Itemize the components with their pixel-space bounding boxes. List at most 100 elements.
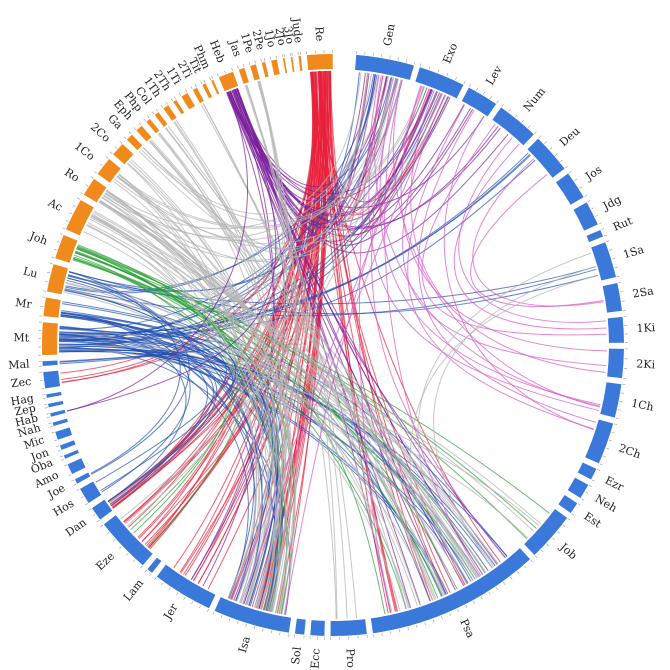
tick-hos [85, 503, 88, 506]
book-arc-eze[interactable] [103, 515, 153, 566]
book-label-num: Num [521, 84, 549, 114]
book-arc-2ti[interactable] [192, 87, 204, 104]
book-arc-1pe[interactable] [250, 64, 260, 81]
book-arc-2ch[interactable] [585, 419, 614, 464]
book-arc-2th[interactable] [173, 99, 185, 115]
tick-deu [565, 165, 568, 169]
tick-psa [517, 571, 520, 574]
book-arc-hag[interactable] [46, 391, 62, 398]
book-arc-eph[interactable] [136, 125, 152, 142]
book-arc-mr[interactable] [43, 297, 61, 318]
book-arc-pro[interactable] [330, 619, 367, 636]
book-arc-1ki[interactable] [607, 316, 624, 343]
book-arc-sol[interactable] [294, 618, 306, 635]
tick-1sa [616, 275, 620, 278]
book-arc-jdg[interactable] [573, 202, 598, 231]
book-arc-mt[interactable] [42, 322, 58, 356]
book-arc-1sa[interactable] [591, 242, 616, 281]
book-arc-lu[interactable] [46, 264, 68, 295]
book-arc-2pe[interactable] [261, 62, 269, 78]
book-arc-jas[interactable] [238, 67, 249, 84]
tick-psa [523, 565, 527, 569]
book-arc-deu[interactable] [527, 138, 565, 178]
tick-2ch [599, 463, 603, 466]
link-heb-lev [229, 90, 485, 209]
book-arc-mal[interactable] [42, 360, 58, 366]
book-arc-phm[interactable] [211, 79, 220, 95]
book-arc-est[interactable] [558, 495, 578, 513]
book-arc-joe[interactable] [74, 472, 91, 484]
book-label-nah: Nah [16, 421, 42, 440]
book-arc-3jo[interactable] [290, 56, 295, 72]
book-arc-ezr[interactable] [577, 462, 597, 480]
book-arc-2sa[interactable] [602, 282, 622, 313]
book-arc-amo[interactable] [67, 458, 86, 474]
book-arc-1jo[interactable] [271, 59, 280, 76]
book-arc-1ch[interactable] [600, 382, 622, 418]
book-arc-jude[interactable] [298, 55, 303, 71]
book-arc-re[interactable] [306, 54, 333, 71]
book-arc-jos[interactable] [555, 173, 584, 205]
book-label-mic: Mic [22, 433, 46, 452]
tick-deu [549, 147, 553, 150]
book-arc-col[interactable] [154, 112, 168, 127]
book-arc-php[interactable] [146, 118, 160, 134]
tick-deu [544, 141, 547, 144]
book-arc-zec[interactable] [43, 370, 61, 389]
link-lu-joe [67, 277, 190, 475]
book-arc-zep[interactable] [48, 400, 64, 408]
link-1pe-isa [257, 81, 299, 615]
book-arc-lev[interactable] [461, 87, 497, 117]
tick-exo [463, 81, 466, 85]
link-heb-lev [228, 91, 465, 231]
book-arc-psa[interactable] [370, 548, 531, 634]
book-arc-ga[interactable] [126, 134, 143, 151]
book-arc-rut[interactable] [586, 230, 604, 243]
book-arc-2jo[interactable] [282, 58, 288, 74]
tick-nah [49, 426, 53, 428]
book-arc-gen[interactable] [355, 54, 414, 80]
book-arc-num[interactable] [492, 107, 534, 146]
tick-nah [48, 422, 52, 424]
book-arc-2ki[interactable] [607, 348, 624, 379]
book-arc-hab[interactable] [50, 409, 66, 417]
book-arc-job[interactable] [524, 508, 568, 555]
book-arc-oba[interactable] [63, 449, 79, 459]
book-arc-dan[interactable] [91, 499, 113, 520]
book-arc-ac[interactable] [65, 199, 94, 236]
book-arc-1ti[interactable] [181, 93, 195, 110]
book-arc-exo[interactable] [415, 67, 464, 99]
book-arc-heb[interactable] [218, 71, 239, 92]
book-arc-2co[interactable] [113, 143, 134, 165]
tick-psa [398, 629, 401, 633]
book-arc-jon[interactable] [59, 440, 76, 450]
book-arc-nah[interactable] [52, 418, 68, 427]
book-arc-neh[interactable] [567, 477, 589, 499]
book-label-lu: Lu [22, 265, 39, 281]
tick-ro [80, 192, 84, 195]
tick-col [152, 111, 155, 115]
tick-exo [419, 63, 422, 67]
book-arc-hos[interactable] [80, 481, 102, 503]
tick-exo [455, 77, 457, 80]
book-arc-mic[interactable] [55, 427, 73, 440]
tick-jos [584, 194, 588, 197]
tick-2pe [260, 58, 262, 62]
tick-jon [57, 449, 61, 452]
tick-jas [242, 63, 245, 67]
book-arc-ro[interactable] [83, 178, 107, 203]
book-label-lam: Lam [121, 576, 147, 604]
tick-jdg [598, 222, 602, 225]
book-arc-1co[interactable] [97, 159, 121, 183]
link-1pe-isa [242, 81, 286, 604]
book-arc-isa[interactable] [214, 597, 292, 633]
book-arc-jer[interactable] [156, 564, 216, 609]
book-arc-lam[interactable] [147, 557, 162, 573]
book-arc-ecc[interactable] [310, 620, 325, 636]
book-arc-1th[interactable] [163, 105, 177, 121]
book-arc-tit[interactable] [202, 83, 213, 99]
tick-joh [51, 256, 55, 259]
tick-psa [465, 605, 468, 609]
book-label-1co: 1Co [72, 139, 98, 163]
book-arc-joh[interactable] [55, 234, 78, 263]
